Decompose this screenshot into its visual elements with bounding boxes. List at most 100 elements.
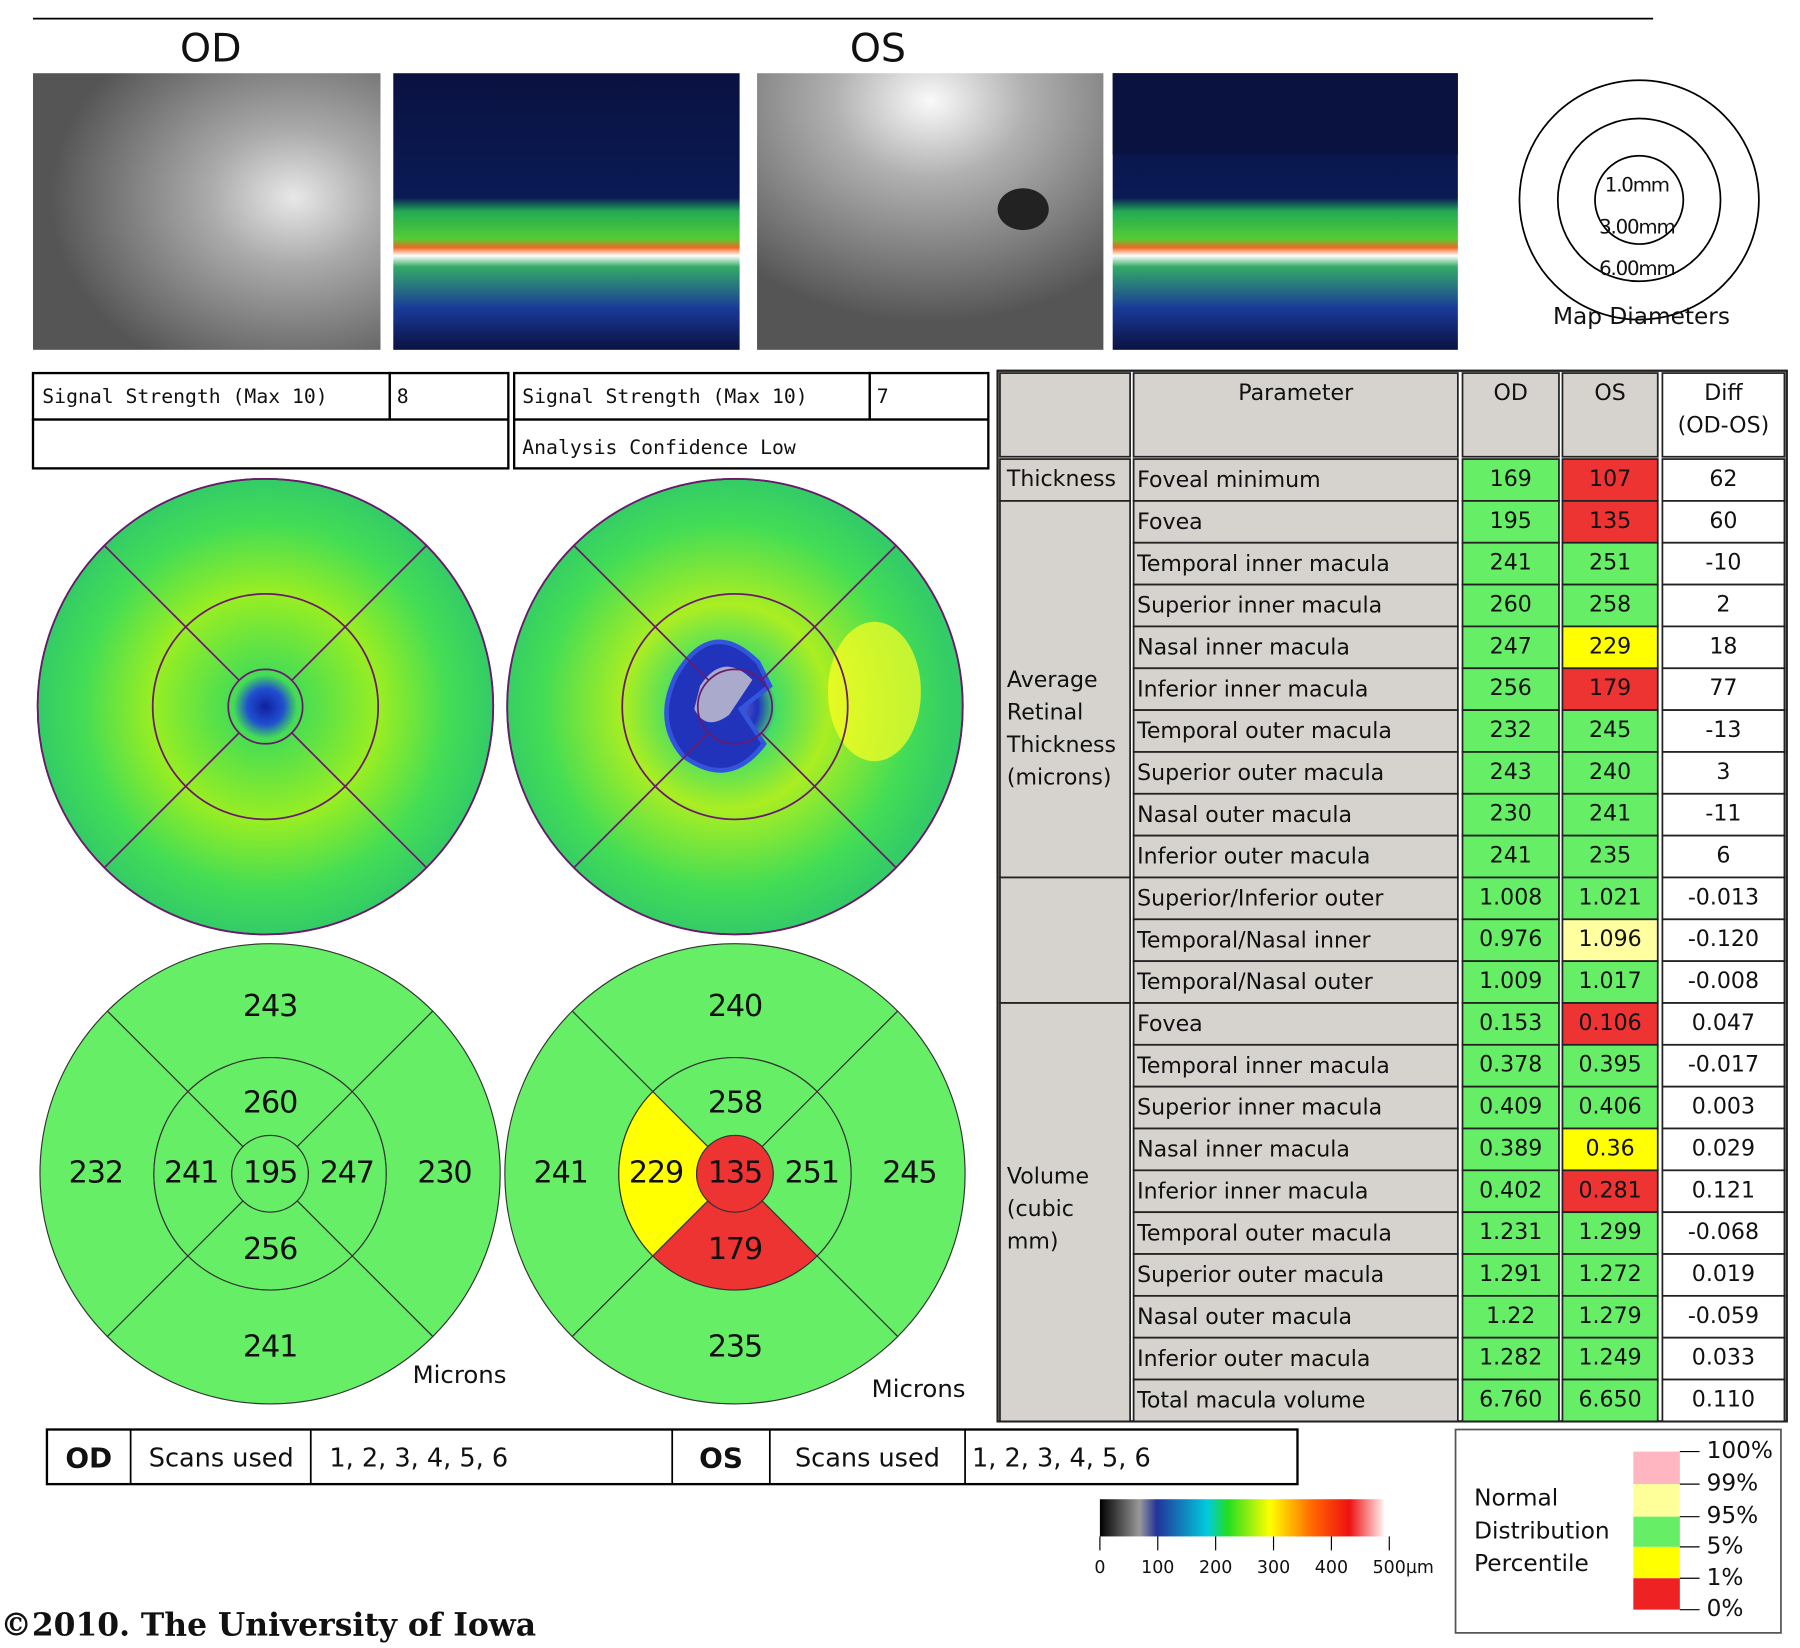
table-cell — [1661, 667, 1786, 711]
sector-value: 195 — [243, 1155, 297, 1190]
table-cell — [1461, 667, 1560, 711]
parameter: Nasal inner macula — [1137, 1138, 1350, 1163]
table-cell — [1561, 1002, 1659, 1046]
sector-value: 179 — [708, 1232, 762, 1267]
map-spoke — [760, 544, 897, 681]
table-cell — [1561, 625, 1659, 670]
diff-value: 0.033 — [1692, 1346, 1755, 1371]
sector-value: 241 — [534, 1155, 588, 1190]
table-cell — [1661, 500, 1786, 544]
group-label: (cubic — [1007, 1197, 1074, 1222]
table-cell — [1561, 876, 1659, 921]
sector-value: 232 — [69, 1155, 123, 1190]
table-header: OS — [1594, 381, 1625, 406]
table-cell — [1461, 458, 1560, 502]
os-value: 1.017 — [1578, 969, 1641, 994]
parameter: Temporal inner macula — [1136, 1054, 1390, 1079]
ring-label: 1.0mm — [1605, 173, 1669, 196]
od-value: 241 — [1490, 551, 1532, 576]
sector — [351, 1010, 501, 1338]
table-cell — [999, 458, 1131, 502]
os-value: 0.406 — [1578, 1095, 1641, 1120]
table-cell — [1561, 1378, 1659, 1423]
sector — [816, 1010, 966, 1338]
group-label: Retinal — [1007, 701, 1083, 726]
table-cell — [1561, 1253, 1659, 1297]
table-cell — [1661, 1336, 1786, 1381]
table-cell — [1561, 372, 1659, 458]
diff-value: -0.008 — [1688, 969, 1759, 994]
table-cell — [1561, 834, 1659, 879]
parameter: Superior/Inferior outer — [1137, 887, 1384, 912]
eye-label: OD — [180, 26, 242, 72]
table-cell — [1561, 1169, 1659, 1214]
unit-label: Microns — [413, 1360, 507, 1389]
eye-label: OS — [699, 1442, 743, 1475]
colorbar-label: 100 — [1141, 1558, 1174, 1578]
diff-value: -0.017 — [1688, 1053, 1759, 1078]
os-value: 0.106 — [1578, 1011, 1641, 1036]
parameter: Nasal outer macula — [1137, 1305, 1352, 1330]
table-cell — [1661, 372, 1786, 458]
os-value: 1.021 — [1578, 885, 1641, 910]
table-cell — [1561, 1127, 1659, 1172]
table-cell — [1661, 1378, 1786, 1423]
os-value: 1.279 — [1578, 1304, 1641, 1329]
scans-list: 1, 2, 3, 4, 5, 6 — [972, 1444, 1151, 1474]
table-cell — [1661, 792, 1786, 837]
percentile-label: 1% — [1707, 1564, 1744, 1591]
confidence-note: Analysis Confidence Low — [522, 436, 796, 459]
table-cell — [1132, 1253, 1459, 1297]
table-cell — [1561, 792, 1659, 837]
od-value: 230 — [1490, 802, 1532, 827]
table-cell — [1661, 541, 1786, 586]
od-value: 260 — [1490, 593, 1532, 618]
scans-list: 1, 2, 3, 4, 5, 6 — [329, 1444, 508, 1474]
od-value: 1.009 — [1479, 969, 1542, 994]
od-value: 256 — [1490, 676, 1532, 701]
table-cell — [1561, 1336, 1659, 1381]
scans-label: Scans used — [795, 1444, 940, 1474]
diff-value: 3 — [1716, 760, 1730, 785]
od-value: 241 — [1490, 844, 1532, 869]
diff-value: 77 — [1709, 676, 1737, 701]
sector — [106, 1255, 434, 1405]
table-cell — [1132, 751, 1459, 795]
map-ring — [151, 593, 380, 821]
diff-value: 0.047 — [1692, 1011, 1755, 1036]
parameter: Nasal inner macula — [1137, 636, 1350, 661]
table-cell — [1461, 1378, 1560, 1423]
map-spoke — [291, 544, 428, 681]
map-spoke — [103, 732, 240, 869]
map-spoke — [573, 732, 710, 869]
table-cell — [1132, 583, 1459, 628]
percentile-swatch — [1633, 1451, 1680, 1485]
signal-label: Signal Strength (Max 10) — [522, 385, 807, 408]
table-cell — [999, 876, 1131, 1004]
os-value: 0.36 — [1586, 1136, 1635, 1161]
parameter: Temporal outer macula — [1136, 1221, 1392, 1246]
parameter: Temporal outer macula — [1136, 719, 1392, 744]
table-cell — [1661, 1211, 1786, 1255]
parameter: Fovea — [1137, 1012, 1203, 1037]
os-value: 1.272 — [1578, 1262, 1641, 1287]
table-cell — [1461, 1002, 1560, 1046]
table-cell — [1132, 372, 1459, 458]
diff-value: 18 — [1709, 634, 1737, 659]
table-cell — [1561, 541, 1659, 586]
cell — [388, 371, 510, 421]
table-header: (OD-OS) — [1678, 414, 1770, 439]
diff-value: -11 — [1705, 802, 1741, 827]
os-value: 179 — [1589, 676, 1631, 701]
od-value: 232 — [1490, 718, 1532, 743]
table-cell — [1461, 876, 1560, 921]
os-value: 6.650 — [1578, 1387, 1641, 1412]
sector-value: 258 — [708, 1086, 762, 1121]
parameter: Temporal/Nasal outer — [1136, 970, 1373, 995]
table-cell — [1561, 667, 1659, 711]
od-value: 0.976 — [1479, 927, 1542, 952]
os-value: 107 — [1589, 467, 1631, 492]
table-cell — [1661, 1253, 1786, 1297]
group-label: mm) — [1007, 1229, 1059, 1254]
table-cell — [1132, 960, 1459, 1004]
